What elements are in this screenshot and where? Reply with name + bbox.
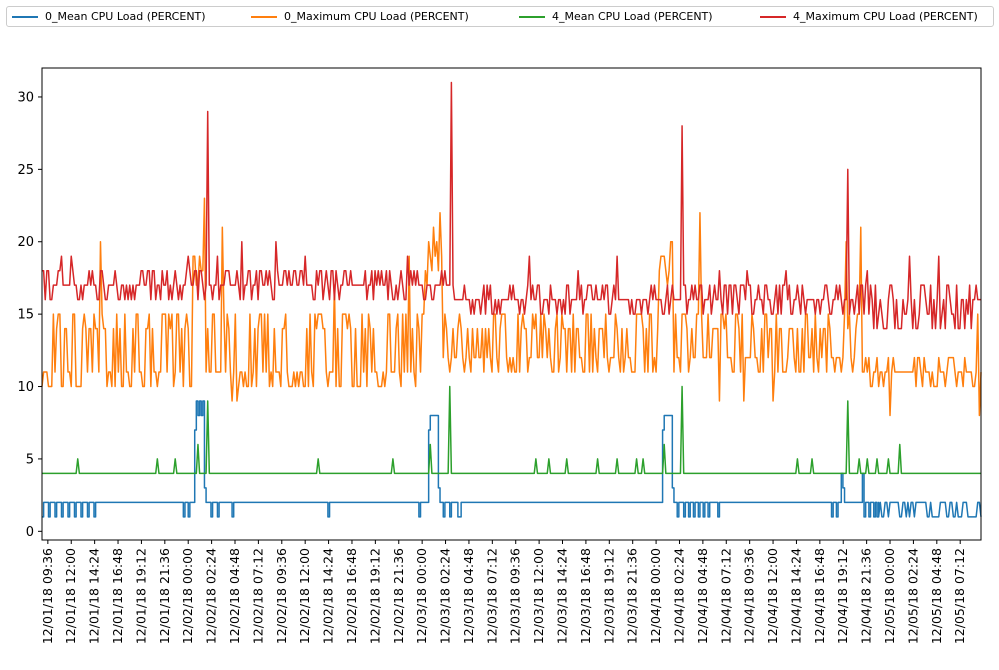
x-tick-label: 12/04/18 14:24 [788, 548, 803, 644]
legend-swatch [251, 15, 277, 18]
x-tick-label: 12/04/18 12:00 [765, 548, 780, 644]
series-line-4-max [42, 81, 981, 330]
y-tick-label: 5 [26, 452, 34, 467]
legend-swatch [12, 15, 38, 18]
x-tick-label: 12/02/18 21:36 [391, 548, 406, 644]
x-tick-label: 12/04/18 07:12 [718, 548, 733, 644]
y-tick-label: 25 [17, 163, 34, 178]
legend-swatch [519, 15, 545, 18]
x-tick-label: 12/01/18 14:24 [87, 548, 102, 644]
plot-frame [41, 67, 982, 541]
x-axis: 12/01/18 09:36 12/01/18 12:00 12/01/18 14:… [40, 540, 967, 644]
y-tick-label: 20 [17, 235, 34, 250]
x-tick-label: 12/01/18 19:12 [133, 548, 148, 644]
x-tick-label: 12/05/18 02:24 [905, 548, 920, 644]
x-tick-label: 12/01/18 09:36 [40, 548, 55, 644]
y-tick-label: 15 [17, 308, 34, 323]
x-tick-label: 12/02/18 04:48 [227, 548, 242, 644]
x-tick-label: 12/05/18 00:00 [882, 548, 897, 644]
x-tick-label: 12/04/18 19:12 [835, 548, 850, 644]
x-tick-label: 12/04/18 16:48 [812, 548, 827, 644]
y-axis: 0 5 10 15 20 25 30 [17, 90, 42, 540]
x-tick-label: 12/05/18 04:48 [929, 548, 944, 644]
x-tick-label: 12/03/18 12:00 [531, 548, 546, 644]
x-tick-label: 12/04/18 09:36 [742, 548, 757, 644]
series-line-4-mean [42, 385, 981, 475]
legend-item-0-mean: 0_Mean CPU Load (PERCENT) [12, 10, 206, 23]
x-tick-label: 12/02/18 02:24 [204, 548, 219, 644]
series-line-0-max [41, 197, 982, 417]
x-tick-label: 12/03/18 21:36 [625, 548, 640, 644]
x-tick-label: 12/03/18 14:24 [555, 548, 570, 644]
x-tick-label: 12/04/18 04:48 [695, 548, 710, 644]
x-tick-label: 12/03/18 02:24 [438, 548, 453, 644]
x-tick-label: 12/02/18 00:00 [180, 548, 195, 644]
x-tick-label: 12/02/18 16:48 [344, 548, 359, 644]
x-tick-label: 12/03/18 00:00 [414, 548, 429, 644]
y-tick-label: 10 [17, 380, 34, 395]
x-tick-label: 12/02/18 12:00 [297, 548, 312, 644]
x-tick-label: 12/01/18 21:36 [157, 548, 172, 644]
legend-swatch [760, 15, 786, 18]
x-tick-label: 12/02/18 14:24 [321, 548, 336, 644]
y-tick-label: 30 [17, 90, 34, 105]
x-tick-label: 12/03/18 16:48 [578, 548, 593, 644]
legend: 0_Mean CPU Load (PERCENT) 0_Maximum CPU … [6, 6, 994, 27]
x-tick-label: 12/01/18 16:48 [110, 548, 125, 644]
legend-label: 4_Mean CPU Load (PERCENT) [552, 10, 713, 23]
legend-item-4-mean: 4_Mean CPU Load (PERCENT) [519, 10, 713, 23]
x-tick-label: 12/04/18 00:00 [648, 548, 663, 644]
x-tick-label: 12/04/18 21:36 [859, 548, 874, 644]
x-tick-label: 12/02/18 09:36 [274, 548, 289, 644]
x-tick-label: 12/03/18 07:12 [484, 548, 499, 644]
legend-item-0-max: 0_Maximum CPU Load (PERCENT) [251, 10, 469, 23]
legend-label: 0_Mean CPU Load (PERCENT) [45, 10, 206, 23]
legend-label: 0_Maximum CPU Load (PERCENT) [284, 10, 469, 23]
y-tick-label: 0 [26, 525, 34, 540]
x-tick-label: 12/01/18 12:00 [63, 548, 78, 644]
x-tick-label: 12/03/18 09:36 [508, 548, 523, 644]
x-tick-label: 12/04/18 02:24 [671, 548, 686, 644]
series-line-0-mean [42, 400, 982, 518]
x-tick-label: 12/03/18 19:12 [601, 548, 616, 644]
x-tick-label: 12/03/18 04:48 [461, 548, 476, 644]
x-tick-label: 12/05/18 07:12 [952, 548, 967, 644]
legend-item-4-max: 4_Maximum CPU Load (PERCENT) [760, 10, 978, 23]
legend-label: 4_Maximum CPU Load (PERCENT) [793, 10, 978, 23]
x-tick-label: 12/02/18 07:12 [250, 548, 265, 644]
x-tick-label: 12/02/18 19:12 [367, 548, 382, 644]
plot-area [41, 81, 982, 518]
